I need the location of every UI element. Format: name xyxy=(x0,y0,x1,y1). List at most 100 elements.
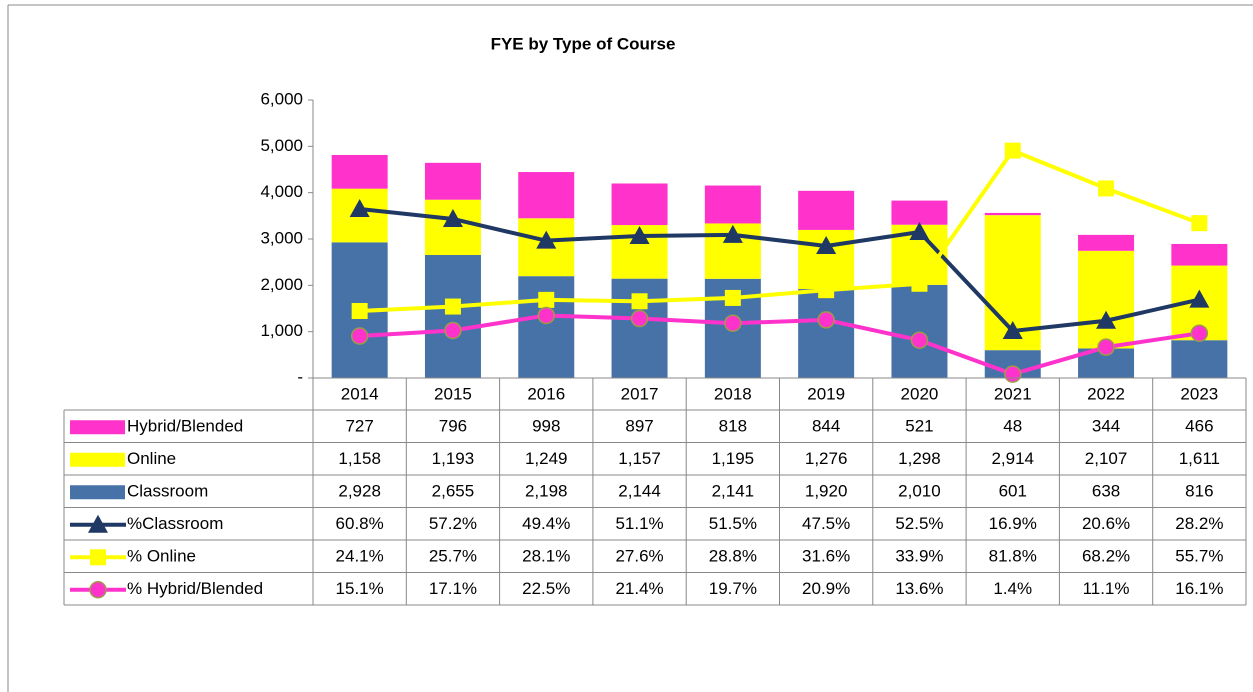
table-cell: 2,198 xyxy=(525,482,568,501)
table-cell: 897 xyxy=(625,417,653,436)
legend-label: Online xyxy=(127,449,176,468)
table-cell: 47.5% xyxy=(802,514,850,533)
legend-label: % Hybrid/Blended xyxy=(127,579,263,598)
x-tick-label: 2020 xyxy=(901,384,939,403)
bar-segment xyxy=(518,276,575,378)
point-marker xyxy=(538,291,555,308)
table-cell: 33.9% xyxy=(895,547,943,566)
bar-segment xyxy=(1171,243,1228,266)
point-marker xyxy=(818,282,835,299)
point-marker xyxy=(629,225,650,244)
point-marker xyxy=(349,198,370,217)
table-cell: 2,141 xyxy=(712,482,755,501)
table-cell: 1,157 xyxy=(618,449,661,468)
chart-title: FYE by Type of Course xyxy=(491,34,676,53)
bar-segment xyxy=(798,289,855,378)
table-cell: 2,914 xyxy=(991,449,1034,468)
bar-segment xyxy=(798,190,855,230)
point-marker xyxy=(1004,365,1022,383)
table-cell: 13.6% xyxy=(895,579,943,598)
table-cell: 16.9% xyxy=(989,514,1037,533)
point-marker xyxy=(631,293,648,310)
table-cell: 19.7% xyxy=(709,579,757,598)
legend-key xyxy=(88,514,108,533)
x-tick-label: 2017 xyxy=(621,384,659,403)
table-cell: 844 xyxy=(812,417,840,436)
x-tick-label: 2016 xyxy=(527,384,565,403)
point-marker xyxy=(1189,289,1210,308)
table-cell: 818 xyxy=(719,417,747,436)
table-cell: 1,249 xyxy=(525,449,568,468)
table-cell: 1,920 xyxy=(805,482,848,501)
table-cell: 24.1% xyxy=(336,547,384,566)
point-marker xyxy=(1098,180,1115,197)
table-cell: 638 xyxy=(1092,482,1120,501)
table-cell: 998 xyxy=(532,417,560,436)
bar-segment xyxy=(891,284,948,378)
legend-key xyxy=(70,420,125,435)
table-cell: 11.1% xyxy=(1083,579,1130,598)
table-cell: 796 xyxy=(439,417,467,436)
bar-segment xyxy=(331,154,388,189)
point-marker xyxy=(444,321,462,340)
table-cell: 1.4% xyxy=(993,579,1032,598)
bar-segment xyxy=(1171,340,1228,378)
point-marker xyxy=(444,298,461,315)
legend-label: % Online xyxy=(127,547,196,566)
table-cell: 2,144 xyxy=(618,482,661,501)
table-cell: 22.5% xyxy=(522,579,570,598)
point-marker xyxy=(910,331,929,349)
table-cell: 15.1% xyxy=(336,579,384,598)
table-cell: 17.1% xyxy=(429,579,477,598)
table-cell: 31.6% xyxy=(802,547,850,566)
table-cell: 1,193 xyxy=(432,449,475,468)
point-marker xyxy=(536,230,557,249)
table-cell: 20.9% xyxy=(802,579,850,598)
legend-key xyxy=(70,452,125,467)
table-cell: 57.2% xyxy=(429,514,477,533)
table-cell: 344 xyxy=(1092,417,1120,436)
bar-segment xyxy=(518,172,575,219)
y-tick-label: 5,000 xyxy=(260,136,303,155)
table-cell: 49.4% xyxy=(522,514,570,533)
table-cell: 27.6% xyxy=(615,547,663,566)
point-marker xyxy=(722,224,743,243)
point-marker xyxy=(724,314,742,332)
table-cell: 2,928 xyxy=(338,482,381,501)
x-tick-label: 2014 xyxy=(341,384,379,403)
legend-key xyxy=(70,485,125,500)
legend-label: %Classroom xyxy=(127,514,223,533)
bar-segment xyxy=(424,254,481,378)
y-tick-label: 6,000 xyxy=(260,89,303,108)
x-tick-label: 2023 xyxy=(1180,384,1218,403)
table-cell: 521 xyxy=(905,417,933,436)
legend-label: Hybrid/Blended xyxy=(127,417,243,436)
table-cell: 1,611 xyxy=(1179,449,1220,468)
y-tick-label: 4,000 xyxy=(260,182,303,201)
point-marker xyxy=(909,222,930,241)
point-marker xyxy=(816,235,837,254)
y-tick-label: 3,000 xyxy=(260,228,303,247)
table-cell: 1,276 xyxy=(805,449,848,468)
table-cell: 21.4% xyxy=(615,579,663,598)
table-cell: 2,655 xyxy=(432,482,475,501)
point-marker xyxy=(537,306,555,325)
table-cell: 2,010 xyxy=(898,482,941,501)
x-tick-label: 2022 xyxy=(1087,384,1125,403)
y-tick-label: - xyxy=(297,367,303,386)
table-cell: 1,195 xyxy=(712,449,755,468)
table-cell: 16.1% xyxy=(1175,579,1223,598)
legend-key xyxy=(90,549,106,566)
table-cell: 68.2% xyxy=(1082,547,1130,566)
table-cell: 55.7% xyxy=(1175,547,1223,566)
point-marker xyxy=(1002,321,1023,340)
table-cell: 1,158 xyxy=(338,449,381,468)
point-marker xyxy=(911,275,928,292)
y-tick-label: 1,000 xyxy=(260,321,303,340)
line-series xyxy=(359,206,1200,334)
bar-segment xyxy=(611,183,668,226)
x-tick-label: 2015 xyxy=(434,384,472,403)
point-marker xyxy=(1191,215,1208,232)
point-marker xyxy=(1004,142,1021,159)
